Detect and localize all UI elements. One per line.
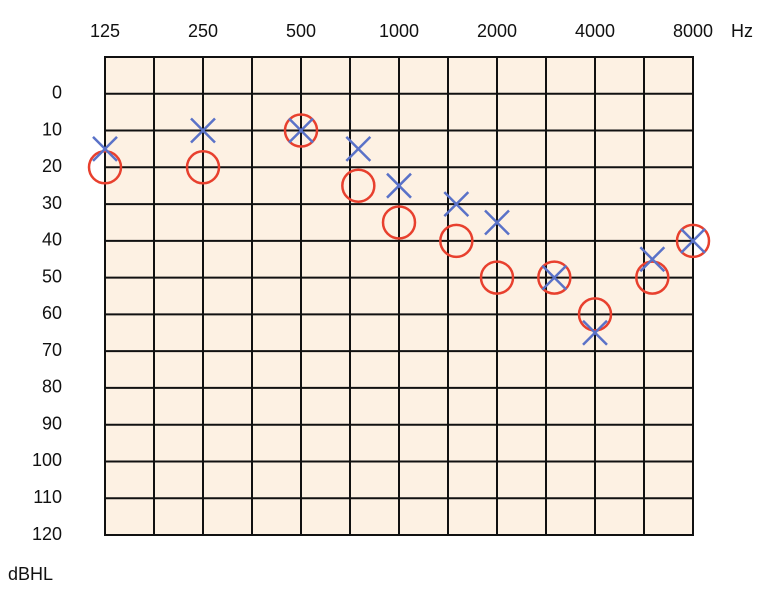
x-tick-label: 500 <box>286 21 316 41</box>
x-tick-label: 125 <box>90 21 120 41</box>
y-tick-label: 100 <box>32 450 62 470</box>
cross-marker <box>386 172 412 199</box>
y-tick-label: 20 <box>42 156 62 176</box>
circle-marker <box>635 260 670 295</box>
y-tick-label: 70 <box>42 340 62 360</box>
plot-border <box>104 56 694 536</box>
y-tick-label: 30 <box>42 193 62 213</box>
y-unit: dBHL <box>8 564 53 584</box>
x-unit: Hz <box>731 21 753 41</box>
y-tick-label: 60 <box>42 303 62 323</box>
circle-marker <box>87 150 123 185</box>
x-tick-label: 2000 <box>477 21 517 41</box>
y-tick-label: 40 <box>42 230 62 250</box>
x-tick-label: 8000 <box>673 21 713 41</box>
x-tick-label: 1000 <box>379 21 419 41</box>
circle-marker <box>479 260 515 295</box>
circle-marker <box>283 113 319 148</box>
cross-marker <box>190 117 216 144</box>
circle-marker <box>537 260 572 295</box>
x-tick-label: 250 <box>188 21 218 41</box>
cross-marker <box>582 319 608 346</box>
cross-marker <box>443 191 470 217</box>
circle-marker <box>341 168 376 203</box>
cross-marker <box>345 136 372 162</box>
circle-marker <box>381 205 417 240</box>
y-tick-label: 110 <box>33 487 62 507</box>
x-tick-label: 4000 <box>575 21 615 41</box>
circle-marker <box>577 297 613 332</box>
cross-marker <box>680 227 706 254</box>
y-tick-label: 90 <box>42 413 62 433</box>
y-tick-label: 10 <box>42 119 62 139</box>
circle-marker <box>185 150 221 185</box>
cross-marker <box>288 117 314 144</box>
y-tick-label: 120 <box>32 524 62 544</box>
cross-marker <box>541 264 568 291</box>
circle-marker <box>675 223 711 259</box>
circle-marker <box>439 223 474 259</box>
y-tick-label: 0 <box>52 83 62 103</box>
cross-marker <box>484 209 510 236</box>
y-tick-label: 50 <box>42 266 62 286</box>
cross-marker <box>639 246 666 273</box>
cross-marker <box>92 136 118 162</box>
y-tick-label: 80 <box>42 377 62 397</box>
